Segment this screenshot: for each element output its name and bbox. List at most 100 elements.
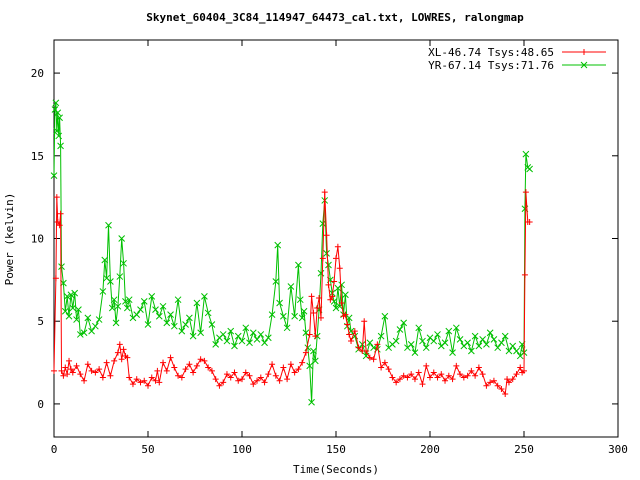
- data-point: [62, 364, 69, 371]
- data-point: [415, 369, 422, 376]
- data-point: [80, 329, 88, 337]
- data-point: [468, 367, 475, 374]
- data-point: [445, 327, 453, 335]
- data-point: [468, 347, 475, 355]
- data-point: [250, 381, 257, 388]
- data-point: [208, 321, 216, 328]
- data-point: [123, 304, 131, 312]
- data-point: [189, 332, 197, 340]
- x-tick-label: 200: [420, 443, 440, 456]
- data-point: [101, 256, 109, 264]
- data-point: [201, 293, 208, 300]
- data-point: [329, 293, 336, 300]
- data-point: [274, 241, 282, 249]
- data-point: [53, 194, 60, 201]
- data-point: [509, 342, 517, 350]
- data-point: [269, 361, 276, 368]
- data-point: [504, 376, 511, 383]
- data-point: [498, 339, 505, 347]
- data-point: [319, 220, 327, 227]
- data-point: [111, 357, 118, 364]
- data-point: [434, 331, 441, 338]
- axis-ticks: 0 50 100 150 200 250 300 0 5 10 15 20: [31, 40, 628, 456]
- data-point: [110, 296, 118, 304]
- series-layer: [50, 99, 533, 406]
- data-point: [52, 99, 60, 107]
- y-axis-label: Power (kelvin): [3, 193, 16, 286]
- data-point: [393, 379, 400, 386]
- data-point: [133, 376, 140, 383]
- data-point: [60, 372, 67, 379]
- data-point: [227, 327, 235, 335]
- data-point: [152, 377, 159, 384]
- data-point: [126, 374, 133, 381]
- data-point: [112, 319, 120, 327]
- data-point: [182, 321, 189, 328]
- data-point: [363, 347, 370, 354]
- data-point: [526, 218, 533, 225]
- data-point: [299, 359, 306, 366]
- data-point: [63, 293, 71, 300]
- data-point: [174, 296, 182, 304]
- data-point: [88, 367, 95, 374]
- data-point: [145, 382, 151, 389]
- data-point: [513, 371, 520, 378]
- data-point: [338, 300, 345, 307]
- data-point: [227, 374, 234, 381]
- data-point: [108, 304, 116, 312]
- data-point: [460, 374, 467, 381]
- data-point: [257, 331, 265, 338]
- data-point: [204, 309, 212, 317]
- data-point: [306, 362, 314, 370]
- data-point: [381, 359, 388, 366]
- data-point: [430, 337, 438, 345]
- data-point: [154, 367, 161, 374]
- data-point: [291, 369, 298, 376]
- data-point: [378, 364, 385, 371]
- data-point: [423, 362, 430, 369]
- data-point: [334, 243, 341, 250]
- data-point: [197, 329, 204, 337]
- data-point: [77, 371, 84, 378]
- data-point: [107, 278, 114, 285]
- data-point: [58, 263, 65, 270]
- data-point: [308, 293, 315, 300]
- data-point: [75, 306, 82, 313]
- data-point: [494, 382, 501, 389]
- data-point: [342, 291, 349, 299]
- data-point: [381, 312, 389, 320]
- data-point: [125, 296, 133, 304]
- data-point: [50, 172, 58, 179]
- data-point: [377, 332, 385, 340]
- data-point: [190, 369, 197, 376]
- data-point: [351, 328, 358, 335]
- data-point: [317, 314, 324, 321]
- data-point: [430, 369, 437, 376]
- data-point: [445, 372, 452, 379]
- data-point: [95, 316, 103, 323]
- data-point: [505, 379, 512, 386]
- data-point: [170, 322, 178, 330]
- data-point: [148, 293, 156, 300]
- data-point: [64, 371, 71, 378]
- data-point: [400, 319, 408, 327]
- data-point: [296, 296, 304, 304]
- data-point: [261, 339, 268, 347]
- data-point: [479, 336, 486, 343]
- data-point: [295, 366, 302, 373]
- data-point: [159, 302, 167, 310]
- data-point: [333, 255, 339, 262]
- data-point: [242, 324, 250, 332]
- data-point: [314, 304, 321, 311]
- data-point: [92, 322, 99, 330]
- data-point: [521, 367, 527, 374]
- data-point: [55, 132, 63, 140]
- series-xl: [51, 189, 533, 397]
- data-point: [427, 374, 433, 381]
- data-point: [105, 221, 112, 229]
- data-point: [319, 255, 326, 262]
- legend-label: XL-46.74 Tsys:48.65: [428, 46, 554, 59]
- data-point: [257, 374, 264, 381]
- data-point: [323, 250, 330, 257]
- data-point: [522, 189, 529, 196]
